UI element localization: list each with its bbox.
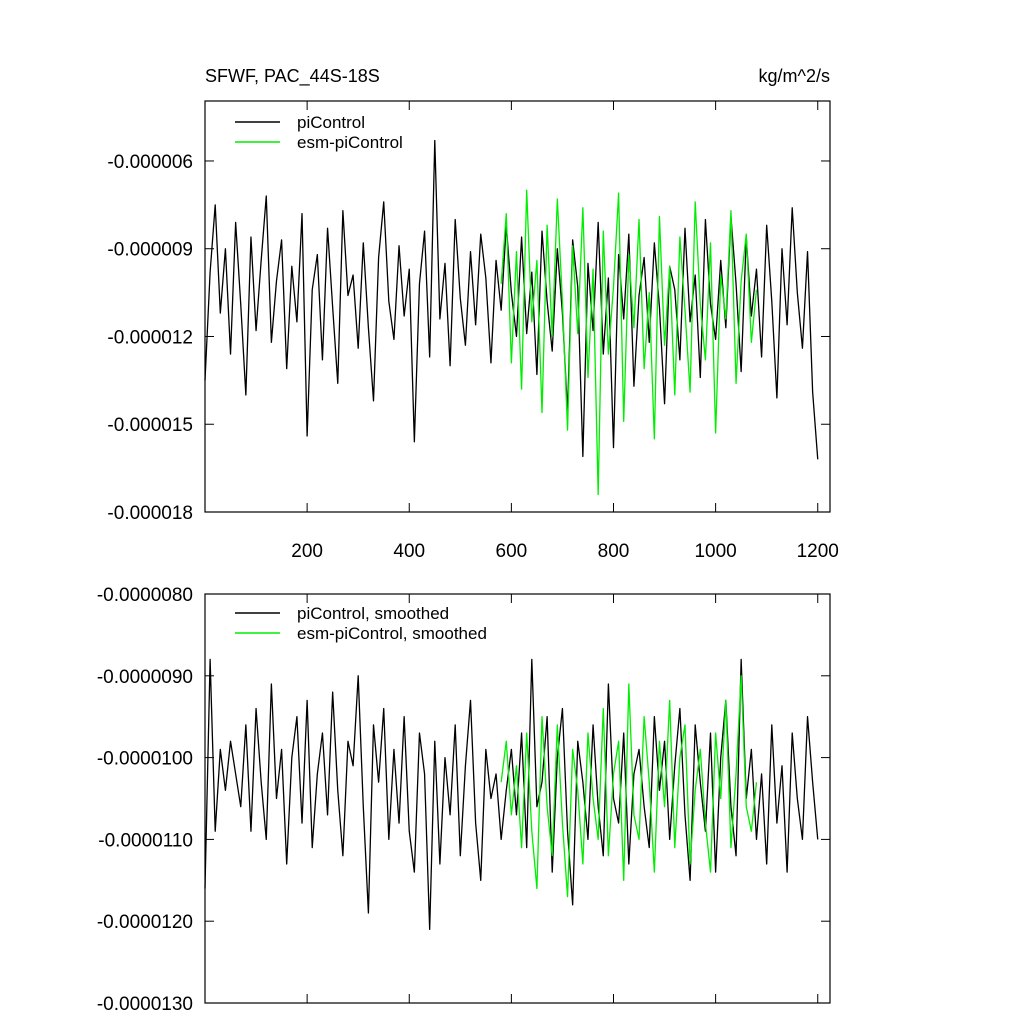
series-line	[500, 189, 758, 496]
plot-frame	[204, 593, 831, 1004]
y-tick-label: -0.0000100	[97, 749, 193, 770]
y-tick-label: -0.0000110	[98, 830, 193, 851]
y-tick-label: -0.000018	[107, 503, 193, 524]
y-tick-label: -0.0000090	[97, 667, 193, 688]
chart-title: SFWF, PAC_44S-18S	[205, 66, 380, 87]
series-line	[204, 658, 819, 931]
y-tick-label: -0.0000080	[97, 585, 193, 606]
x-tick-label: 1000	[694, 541, 736, 562]
series-line	[500, 675, 758, 898]
y-tick-label: -0.0000130	[97, 994, 193, 1015]
y-tick-label: -0.000006	[107, 152, 193, 173]
units-label: kg/m^2/s	[759, 66, 830, 86]
x-tick-label: 200	[291, 541, 323, 562]
x-tick-label: 800	[598, 541, 630, 562]
y-tick-label: -0.000012	[107, 327, 193, 348]
y-tick-label: -0.000009	[107, 240, 193, 261]
series-line	[204, 139, 819, 460]
legend-label: piControl, smoothed	[297, 604, 449, 623]
y-tick-label: -0.000015	[107, 415, 193, 436]
x-tick-label: 600	[496, 541, 528, 562]
legend-label: esm-piControl	[297, 133, 403, 152]
y-tick-label: -0.0000120	[97, 912, 193, 933]
x-tick-label: 1200	[797, 541, 839, 562]
legend-label: esm-piControl, smoothed	[297, 624, 487, 643]
plot-frame	[204, 100, 831, 513]
legend-label: piControl	[297, 113, 365, 132]
x-tick-label: 400	[393, 541, 425, 562]
